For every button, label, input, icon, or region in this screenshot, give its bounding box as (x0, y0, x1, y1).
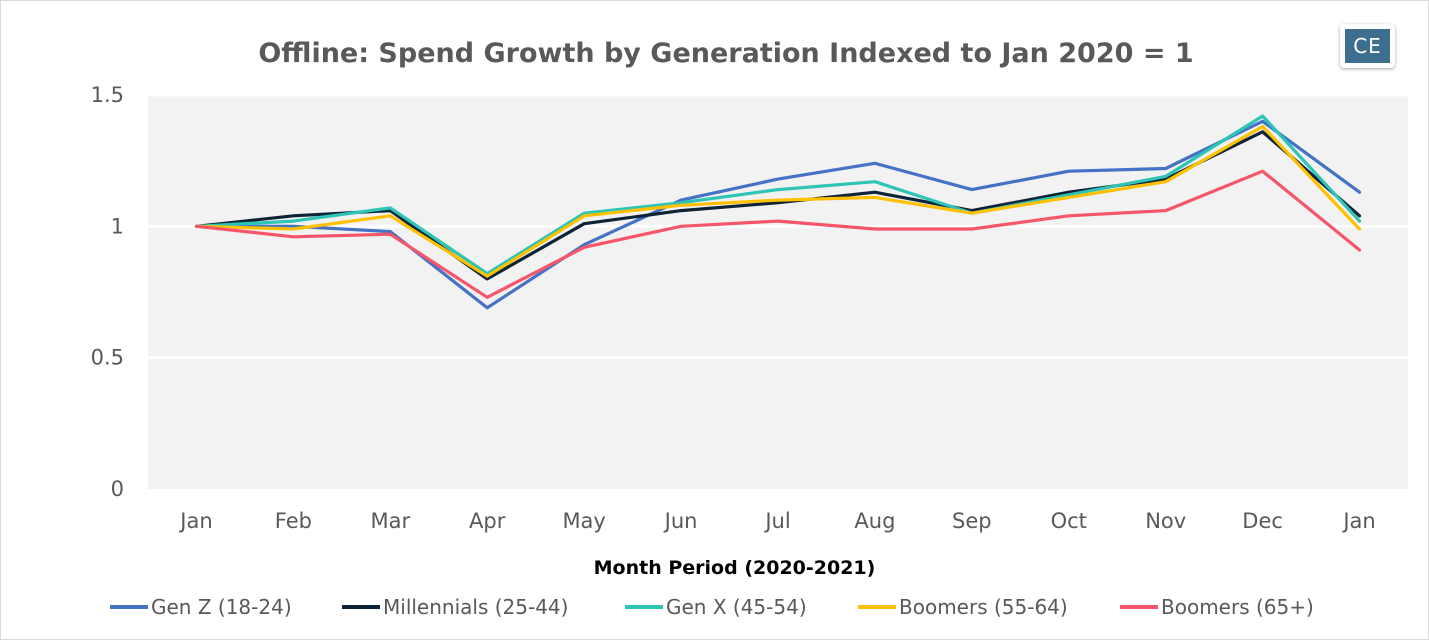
ce-logo-text: CE (1345, 29, 1390, 63)
legend-item: Gen Z (18-24) (110, 594, 292, 620)
legend-item: Gen X (45-54) (625, 594, 807, 620)
x-axis-label: Month Period (2020-2021) (593, 557, 876, 579)
legend-label: Boomers (55-64) (899, 595, 1068, 619)
x-tick-label: Oct (1051, 509, 1087, 533)
legend-item: Millennials (25-44) (342, 594, 568, 620)
plot-area (148, 95, 1408, 489)
legend-item: Boomers (55-64) (858, 594, 1068, 620)
y-tick-label: 1 (111, 214, 124, 238)
ce-logo: CE (1340, 24, 1395, 68)
gridlines (148, 93, 1408, 360)
series-line-4 (194, 169, 1362, 299)
x-tick-labels: Jan Feb Mar Apr May Jun Jul Aug Sep Oct Nov Dec Jan (178, 509, 1375, 533)
x-tick-label: Nov (1145, 509, 1186, 533)
series-line-0 (194, 119, 1362, 310)
x-tick-label: May (562, 509, 605, 533)
legend-label: Millennials (25-44) (383, 595, 569, 619)
legend-label: Gen Z (18-24) (151, 595, 292, 619)
x-tick-label: Jun (663, 509, 698, 533)
x-tick-label: Feb (275, 509, 312, 533)
x-tick-label: Aug (854, 509, 895, 533)
y-tick-labels: 0 0.5 1 1.5 (91, 83, 124, 501)
y-tick-label: 1.5 (91, 83, 124, 107)
legend-swatch (625, 605, 663, 609)
y-tick-label: 0.5 (91, 346, 124, 370)
x-tick-label: Jan (178, 509, 212, 533)
series-lines (194, 114, 1362, 310)
series-line-2 (194, 114, 1362, 276)
legend-item: Boomers (65+) (1120, 594, 1314, 620)
legend-swatch (342, 605, 380, 609)
x-tick-label: Mar (370, 509, 410, 533)
legend-label: Boomers (65+) (1161, 595, 1314, 619)
series-line-3 (194, 124, 1362, 278)
x-tick-label: Jan (1341, 509, 1375, 533)
series-line-1 (194, 130, 1362, 281)
x-tick-label: Jul (763, 509, 790, 533)
x-tick-label: Sep (952, 509, 992, 533)
legend-swatch (110, 605, 148, 609)
x-tick-label: Apr (469, 509, 506, 533)
legend-swatch (1120, 605, 1158, 609)
legend: Gen Z (18-24) Millennials (25-44) Gen X (4… (0, 594, 1429, 620)
legend-label: Gen X (45-54) (666, 595, 807, 619)
chart-title: Offline: Spend Growth by Generation Inde… (258, 38, 1194, 69)
legend-swatch (858, 605, 896, 609)
y-tick-label: 0 (111, 477, 124, 501)
x-tick-label: Dec (1242, 509, 1283, 533)
